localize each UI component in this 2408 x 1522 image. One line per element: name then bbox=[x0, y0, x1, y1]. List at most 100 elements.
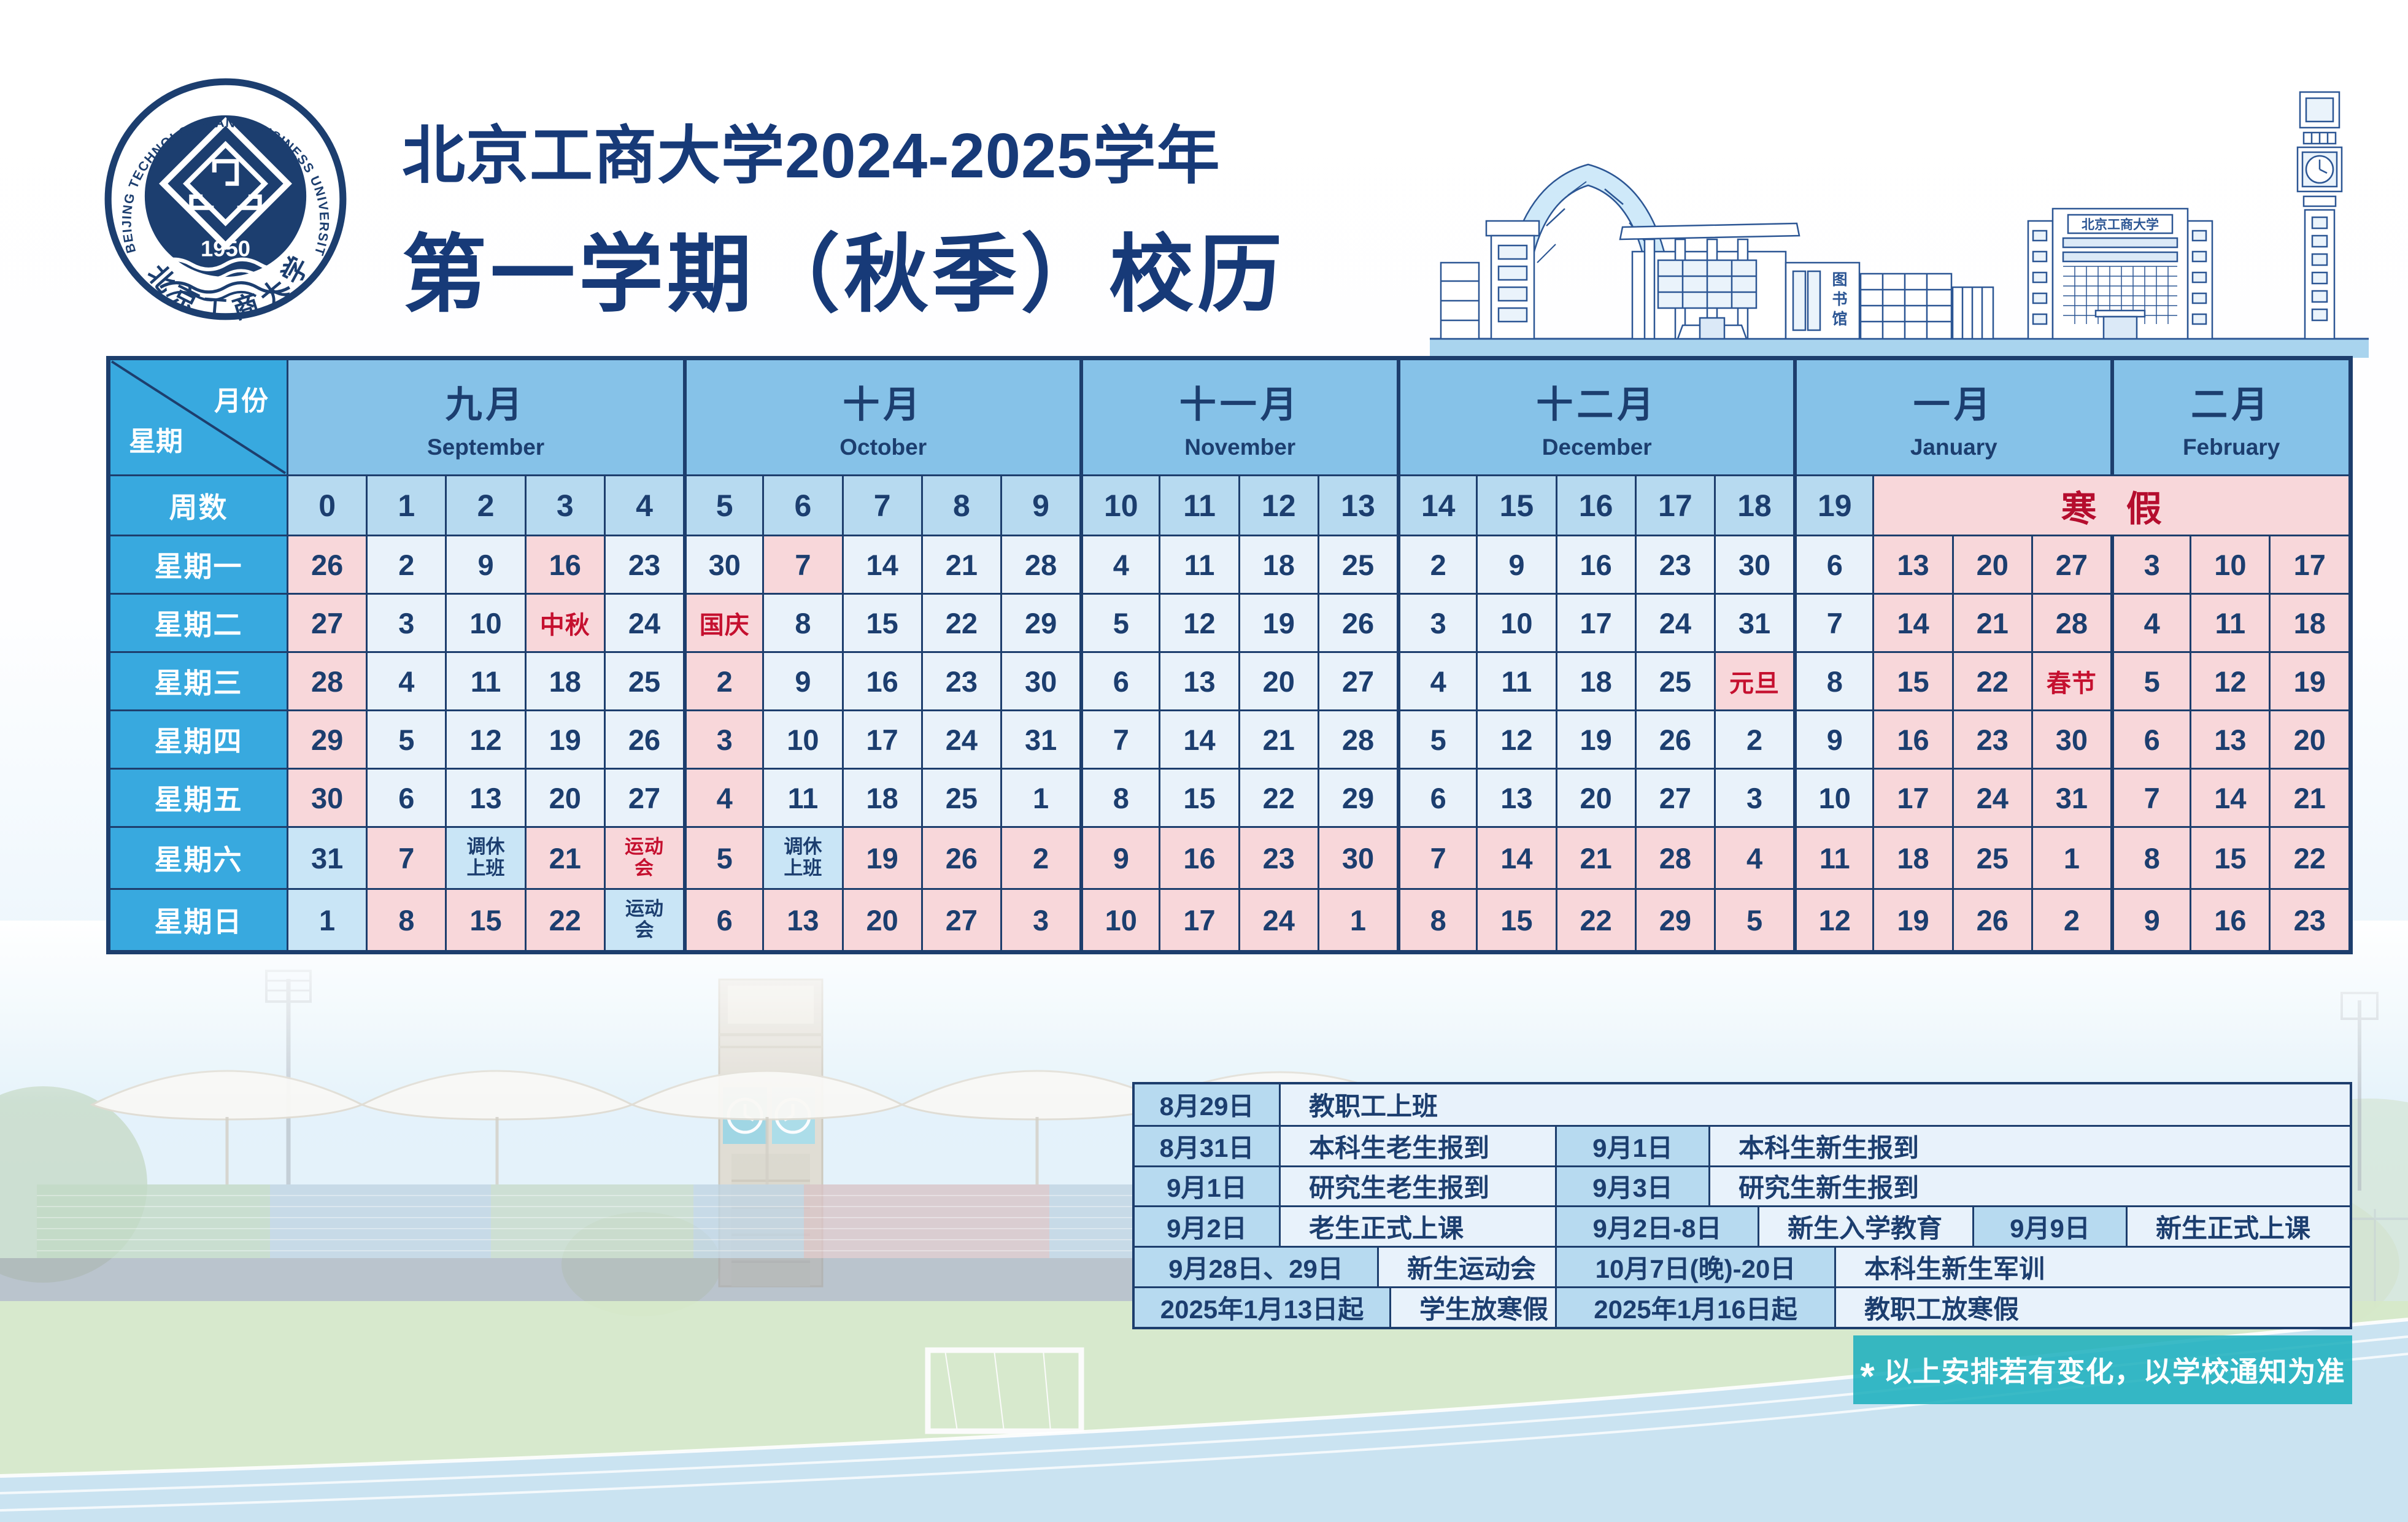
day-cell: 6 bbox=[366, 770, 446, 826]
day-cell: 30 bbox=[1317, 828, 1397, 888]
day-cell: 18 bbox=[524, 653, 604, 709]
weekday-label: 星期六 bbox=[110, 828, 287, 888]
month-week-corner: 月份 星期 bbox=[110, 360, 287, 474]
month-header-cell: 一月 January bbox=[1793, 360, 2111, 474]
day-cell: 4 bbox=[1713, 828, 1794, 888]
day-cell: 6 bbox=[2110, 711, 2190, 768]
day-cell: 9 bbox=[2110, 890, 2190, 950]
day-cell: 11 bbox=[762, 770, 842, 826]
schedule-desc-cell: 教职工放寒假 bbox=[1834, 1288, 2350, 1327]
day-cell: 4 bbox=[683, 770, 763, 826]
day-cell: 19 bbox=[841, 828, 921, 888]
day-cell: 19 bbox=[2269, 653, 2348, 709]
day-cell: 21 bbox=[1238, 711, 1318, 768]
month-name-zh: 九月 bbox=[445, 384, 527, 425]
day-cell: 18 bbox=[1238, 536, 1318, 593]
schedule-date-cell: 9月28日、29日 bbox=[1135, 1248, 1377, 1286]
day-cell: 调休 上班 bbox=[445, 828, 525, 888]
week-number-cell: 1 bbox=[366, 476, 446, 535]
schedule-desc-cell: 新生正式上课 bbox=[2126, 1207, 2350, 1246]
day-cell: 6 bbox=[1793, 536, 1873, 593]
key-dates-table: 8月29日 教职工上班 8月31日 本科生老生报到 9月1日 本科生新生报到 9月1日 研究生… bbox=[1132, 1082, 2352, 1329]
day-cell: 16 bbox=[1872, 711, 1952, 768]
day-cell: 9 bbox=[1476, 536, 1556, 593]
day-cell: 23 bbox=[603, 536, 684, 593]
day-cell: 6 bbox=[1397, 770, 1476, 826]
day-cell: 31 bbox=[1713, 595, 1794, 651]
month-name-en: October bbox=[839, 434, 927, 460]
day-cell: 17 bbox=[1872, 770, 1952, 826]
day-cell: 27 bbox=[603, 770, 684, 826]
footnote-text: 以上安排若有变化，以学校通知为准 bbox=[1883, 1356, 2345, 1388]
day-cell: 26 bbox=[1634, 711, 1714, 768]
day-cell: 7 bbox=[1079, 711, 1159, 768]
weekday-label: 星期一 bbox=[110, 536, 287, 593]
month-header-row: 月份 星期 九月 September 十月 October 十一月 November 十二月 De… bbox=[110, 360, 2348, 474]
schedule-desc-cell: 本科生新生报到 bbox=[1708, 1126, 2350, 1165]
day-cell: 24 bbox=[920, 711, 1000, 768]
day-cell: 19 bbox=[524, 711, 604, 768]
schedule-date-cell: 9月2日 bbox=[1135, 1207, 1279, 1246]
day-cell: 31 bbox=[287, 828, 366, 888]
day-cell: 14 bbox=[2190, 770, 2269, 826]
weekday-row: 星期二 27 3 10 中秋 24 国庆 8 15 22 29 5 12 19 26 3 10 17 24 31 7 14… bbox=[110, 593, 2348, 651]
day-cell: 19 bbox=[1238, 595, 1318, 651]
day-cell: 15 bbox=[445, 890, 525, 950]
day-cell: 23 bbox=[1238, 828, 1318, 888]
day-cell: 6 bbox=[1079, 653, 1159, 709]
day-cell: 9 bbox=[1793, 711, 1873, 768]
day-cell: 25 bbox=[1634, 653, 1714, 709]
week-number-cell: 19 bbox=[1793, 476, 1873, 535]
logo-fret-pattern bbox=[159, 117, 292, 250]
week-number-cell: 7 bbox=[841, 476, 921, 535]
stand-seating bbox=[37, 1184, 1430, 1258]
day-cell: 8 bbox=[1793, 653, 1873, 709]
semester-calendar-table: 月份 星期 九月 September 十月 October 十一月 November 十二月 De… bbox=[106, 356, 2353, 954]
day-cell: 8 bbox=[1397, 890, 1476, 950]
day-cell: 21 bbox=[2269, 770, 2348, 826]
day-cell: 24 bbox=[603, 595, 684, 651]
day-cell: 7 bbox=[1793, 595, 1873, 651]
day-cell: 27 bbox=[2031, 536, 2111, 593]
day-cell: 1 bbox=[1317, 890, 1397, 950]
day-cell: 27 bbox=[1317, 653, 1397, 709]
schedule-date-cell: 10月7日(晚)-20日 bbox=[1555, 1248, 1834, 1286]
schedule-date-cell: 8月29日 bbox=[1135, 1084, 1279, 1125]
day-cell: 25 bbox=[920, 770, 1000, 826]
day-cell: 20 bbox=[1238, 653, 1318, 709]
day-cell: 28 bbox=[1000, 536, 1080, 593]
week-number-cell: 13 bbox=[1317, 476, 1397, 535]
schedule-date-cell: 2025年1月13日起 bbox=[1135, 1288, 1389, 1327]
schedule-date-cell: 9月1日 bbox=[1555, 1126, 1708, 1165]
weekday-row: 星期一 26 2 9 16 23 30 7 14 21 28 4 11 18 25 2 9 16 23 30 6 13 20… bbox=[110, 535, 2348, 593]
day-cell: 2 bbox=[1713, 711, 1794, 768]
day-cell: 15 bbox=[841, 595, 921, 651]
day-cell: 1 bbox=[287, 890, 366, 950]
month-name-en: February bbox=[2182, 434, 2280, 460]
schedule-desc-cell: 本科生新生军训 bbox=[1834, 1248, 2350, 1286]
day-cell: 26 bbox=[1951, 890, 2031, 950]
day-cell: 2 bbox=[1000, 828, 1080, 888]
day-cell: 28 bbox=[1634, 828, 1714, 888]
week-number-cell: 12 bbox=[1238, 476, 1318, 535]
day-cell: 21 bbox=[1951, 595, 2031, 651]
day-cell: 13 bbox=[445, 770, 525, 826]
day-cell: 27 bbox=[1634, 770, 1714, 826]
week-number-cell: 11 bbox=[1159, 476, 1238, 535]
day-cell: 22 bbox=[2269, 828, 2348, 888]
day-cell: 3 bbox=[1000, 890, 1080, 950]
day-cell: 9 bbox=[445, 536, 525, 593]
day-cell: 22 bbox=[524, 890, 604, 950]
day-cell: 7 bbox=[1397, 828, 1476, 888]
day-cell: 春节 bbox=[2031, 653, 2111, 709]
day-cell: 调休 上班 bbox=[762, 828, 842, 888]
day-cell: 23 bbox=[1634, 536, 1714, 593]
day-cell: 10 bbox=[1793, 770, 1873, 826]
day-cell: 22 bbox=[1238, 770, 1318, 826]
day-cell: 8 bbox=[762, 595, 842, 651]
week-number-cell: 3 bbox=[524, 476, 604, 535]
month-name-en: December bbox=[1542, 434, 1652, 460]
week-number-cell: 2 bbox=[445, 476, 525, 535]
day-cell: 20 bbox=[1951, 536, 2031, 593]
day-cell: 4 bbox=[1397, 653, 1476, 709]
